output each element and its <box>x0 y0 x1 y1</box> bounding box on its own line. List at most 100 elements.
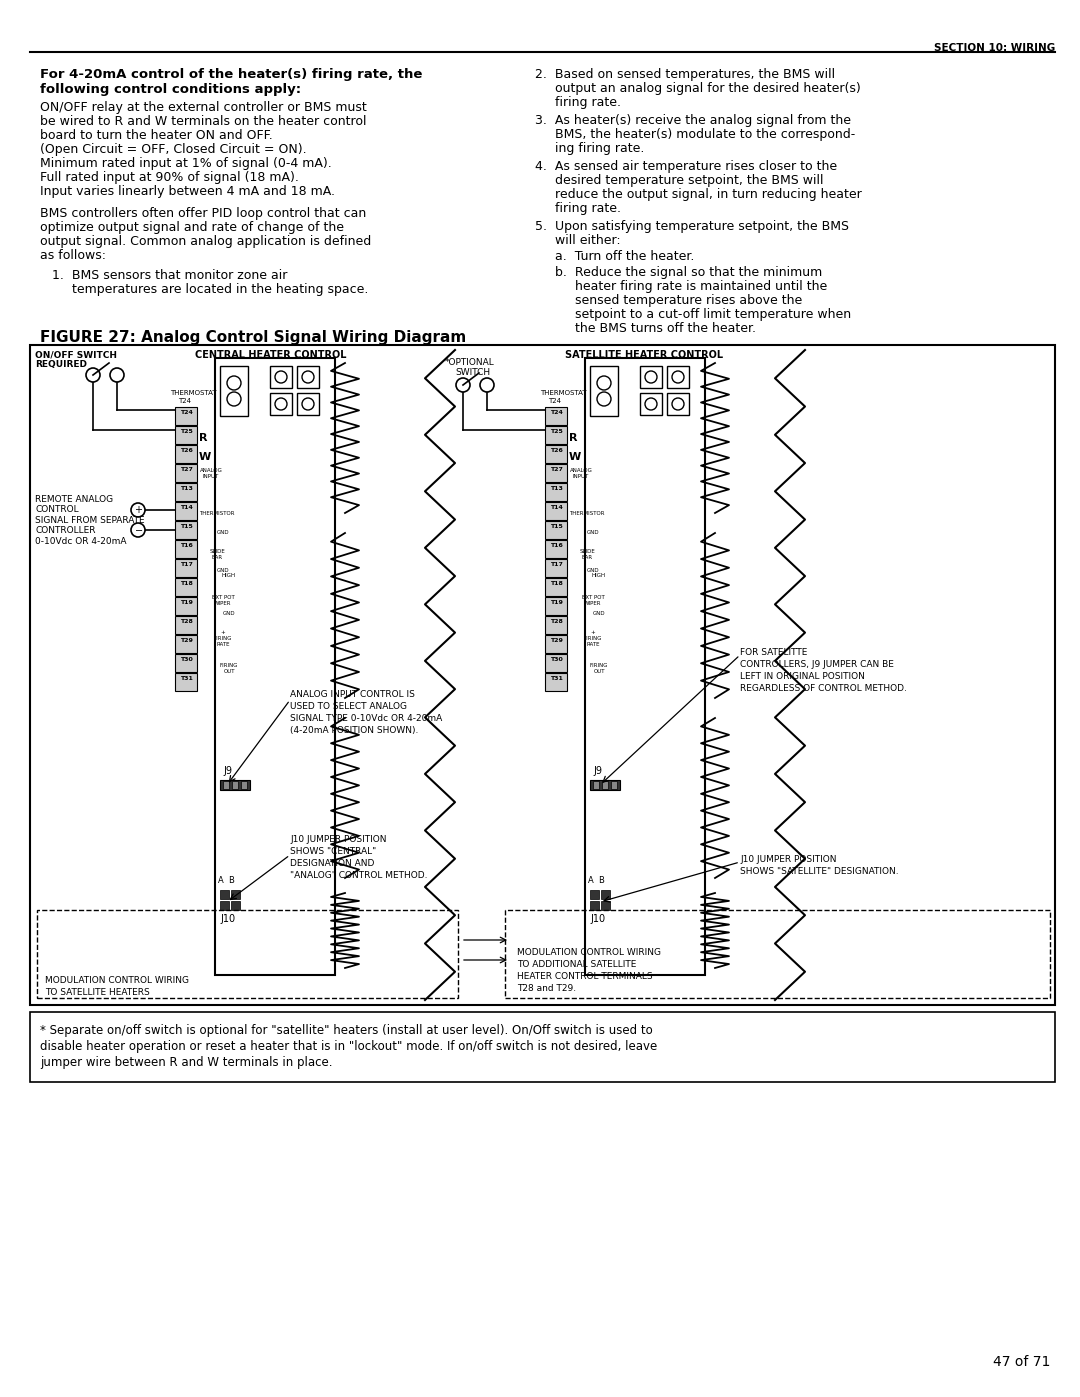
Bar <box>545 541 567 557</box>
Text: disable heater operation or reset a heater that is in "lockout" mode. If on/off : disable heater operation or reset a heat… <box>40 1039 658 1053</box>
Bar <box>545 597 567 615</box>
Text: following control conditions apply:: following control conditions apply: <box>40 82 301 96</box>
Circle shape <box>645 398 657 409</box>
Bar <box>232 781 238 789</box>
Text: T28: T28 <box>179 619 192 624</box>
Text: T24: T24 <box>550 409 563 415</box>
Text: J10: J10 <box>220 914 235 923</box>
Bar <box>175 446 197 462</box>
Bar <box>590 366 618 416</box>
Bar <box>545 654 567 672</box>
Text: board to turn the heater ON and OFF.: board to turn the heater ON and OFF. <box>40 129 273 142</box>
Bar <box>590 901 599 909</box>
Bar <box>545 426 567 444</box>
Bar <box>175 541 197 557</box>
Bar <box>600 901 610 909</box>
Circle shape <box>86 367 100 381</box>
Text: FOR SATELITTE: FOR SATELITTE <box>740 648 808 657</box>
Text: will either:: will either: <box>535 235 621 247</box>
Text: SWITCH: SWITCH <box>455 367 490 377</box>
Text: jumper wire between R and W terminals in place.: jumper wire between R and W terminals in… <box>40 1056 333 1069</box>
Text: A  B: A B <box>588 876 605 886</box>
Bar <box>545 446 567 462</box>
Text: SECTION 10: WIRING: SECTION 10: WIRING <box>934 43 1055 53</box>
Text: A  B: A B <box>218 876 234 886</box>
Text: R: R <box>199 433 207 443</box>
Bar <box>175 483 197 502</box>
Bar <box>545 559 567 577</box>
Text: T28 and T29.: T28 and T29. <box>517 983 576 993</box>
Text: SIGNAL TYPE 0-10Vdc OR 4-20mA: SIGNAL TYPE 0-10Vdc OR 4-20mA <box>291 714 442 724</box>
Bar <box>175 502 197 520</box>
Text: REMOTE ANALOG
CONTROL
SIGNAL FROM SEPARATE
CONTROLLER
0-10Vdc OR 4-20mA: REMOTE ANALOG CONTROL SIGNAL FROM SEPARA… <box>35 495 145 546</box>
Text: 3.  As heater(s) receive the analog signal from the: 3. As heater(s) receive the analog signa… <box>535 115 851 127</box>
Bar <box>545 616 567 634</box>
Text: +: + <box>134 504 141 515</box>
Text: b.  Reduce the signal so that the minimum: b. Reduce the signal so that the minimum <box>555 265 822 279</box>
Text: HIGH: HIGH <box>592 573 606 578</box>
Text: FIRING
OUT: FIRING OUT <box>590 664 608 673</box>
Bar <box>175 578 197 597</box>
Text: T26: T26 <box>550 448 563 453</box>
Text: T30: T30 <box>179 657 192 662</box>
Text: R: R <box>569 433 578 443</box>
Text: sensed temperature rises above the: sensed temperature rises above the <box>555 293 802 307</box>
Bar <box>640 366 662 388</box>
Text: temperatures are located in the heating space.: temperatures are located in the heating … <box>52 284 368 296</box>
Text: CONTROLLERS, J9 JUMPER CAN BE: CONTROLLERS, J9 JUMPER CAN BE <box>740 659 894 669</box>
Text: DESIGNATION AND: DESIGNATION AND <box>291 859 375 868</box>
Text: T26: T26 <box>179 448 192 453</box>
Text: SHOWS "CENTRAL": SHOWS "CENTRAL" <box>291 847 376 856</box>
Bar <box>585 358 705 975</box>
Text: T29: T29 <box>550 638 563 643</box>
Bar <box>175 464 197 482</box>
Text: J10 JUMPER POSITION: J10 JUMPER POSITION <box>291 835 387 844</box>
Text: ANALOG
INPUT: ANALOG INPUT <box>200 468 222 479</box>
Bar <box>545 673 567 692</box>
Text: ON/OFF SWITCH
REQUIRED: ON/OFF SWITCH REQUIRED <box>35 351 117 369</box>
Text: T15: T15 <box>179 524 192 529</box>
Text: a.  Turn off the heater.: a. Turn off the heater. <box>555 250 694 263</box>
Text: T25: T25 <box>179 429 192 434</box>
Bar <box>30 345 1055 1004</box>
Text: optimize output signal and rate of change of the: optimize output signal and rate of chang… <box>40 221 345 235</box>
Text: SLIDE
BAR: SLIDE BAR <box>579 549 595 560</box>
Circle shape <box>131 522 145 536</box>
Circle shape <box>110 367 124 381</box>
Text: Input varies linearly between 4 mA and 18 mA.: Input varies linearly between 4 mA and 1… <box>40 184 335 198</box>
Text: T17: T17 <box>550 562 563 567</box>
Bar <box>220 780 249 789</box>
Text: EXT POT
WIPER: EXT POT WIPER <box>582 595 605 606</box>
Bar <box>30 1011 1055 1083</box>
Text: HIGH: HIGH <box>221 573 237 578</box>
Bar <box>175 616 197 634</box>
Text: ANALOG INPUT CONTROL IS: ANALOG INPUT CONTROL IS <box>291 690 415 698</box>
Text: MODULATION CONTROL WIRING: MODULATION CONTROL WIRING <box>45 977 189 985</box>
Bar <box>667 366 689 388</box>
Text: T14: T14 <box>550 504 563 510</box>
Text: W: W <box>199 453 212 462</box>
Text: GND: GND <box>217 569 229 573</box>
Bar <box>505 909 1050 997</box>
Text: the BMS turns off the heater.: the BMS turns off the heater. <box>555 321 756 335</box>
Bar <box>667 393 689 415</box>
Text: as follows:: as follows: <box>40 249 106 263</box>
Text: THERMISTOR: THERMISTOR <box>569 511 605 515</box>
Bar <box>270 393 292 415</box>
Bar <box>175 407 197 425</box>
Text: setpoint to a cut-off limit temperature when: setpoint to a cut-off limit temperature … <box>555 307 851 321</box>
Circle shape <box>302 398 314 409</box>
Bar <box>640 393 662 415</box>
Text: T18: T18 <box>179 581 192 585</box>
Text: 47 of 71: 47 of 71 <box>993 1355 1050 1369</box>
Circle shape <box>456 379 470 393</box>
Bar <box>175 521 197 539</box>
Text: T17: T17 <box>179 562 192 567</box>
Text: THERMISTOR: THERMISTOR <box>199 511 234 515</box>
Bar <box>241 781 247 789</box>
Text: T31: T31 <box>179 676 192 680</box>
Circle shape <box>645 372 657 383</box>
Bar <box>545 578 567 597</box>
Bar <box>590 780 620 789</box>
Text: T16: T16 <box>179 543 192 548</box>
